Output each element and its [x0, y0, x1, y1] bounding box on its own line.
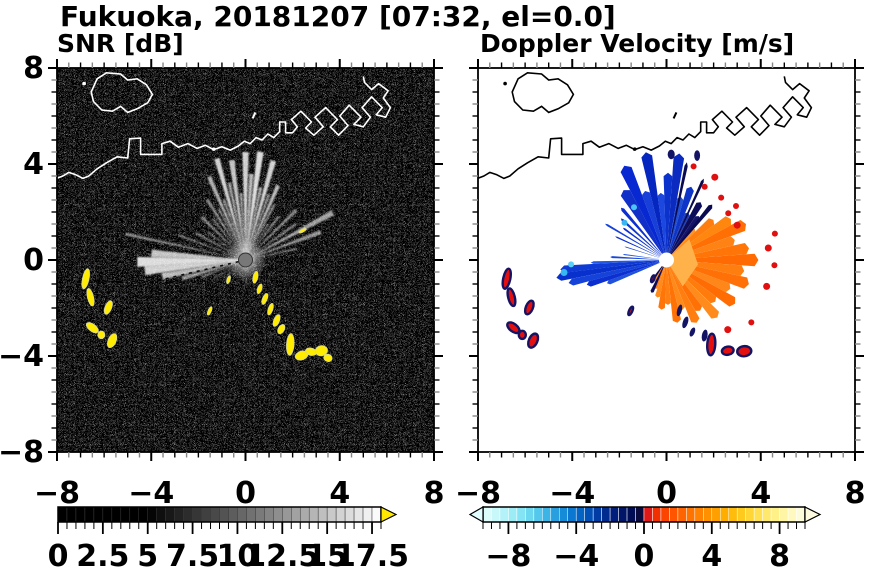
x-tick-label: 4 — [329, 476, 350, 511]
colorbar-tick-label: 2.5 — [76, 539, 129, 570]
colorbar-tick-label: 8 — [769, 539, 790, 570]
colorbar-tick-label: −8 — [485, 539, 531, 570]
axes-panel-0: −8 −4 0 4 8 8 4 0 −4 −8 — [0, 51, 444, 511]
snr-panel — [57, 68, 434, 452]
y-tick-label: −8 — [0, 435, 44, 470]
x-tick-label: 0 — [235, 476, 256, 511]
doppler-panel — [478, 68, 855, 452]
colorbar-tick-label: 10 — [217, 539, 259, 570]
colorbar-tick-label: 17.5 — [335, 539, 409, 570]
y-tick-label: 4 — [23, 147, 44, 182]
colorbar-tick-label: 0 — [48, 539, 69, 570]
y-tick-label: 8 — [23, 51, 44, 86]
y-tick-label: −4 — [0, 339, 44, 374]
x-tick-label: 8 — [424, 476, 445, 511]
colorbar-tick-label: 12.5 — [245, 539, 319, 570]
x-tick-label: −8 — [34, 476, 80, 511]
velocity-colorbar: −8 −4 0 4 8 — [468, 505, 822, 570]
y-tick-label: 0 — [23, 243, 44, 278]
x-tick-label: −4 — [128, 476, 174, 511]
colorbar-tick-label: −4 — [553, 539, 599, 570]
x-tick-label: −8 — [455, 476, 501, 511]
doppler-panel-title: Doppler Velocity [m/s] — [480, 29, 795, 58]
x-tick-label: 0 — [656, 476, 677, 511]
figure-title: Fukuoka, 20181207 [07:32, el=0.0] — [60, 0, 616, 33]
colorbar-tick-label: 7.5 — [166, 539, 219, 570]
axes-panel-1: −8 −4 0 4 8 — [455, 59, 865, 511]
colorbar-tick-label: 5 — [137, 539, 158, 570]
colorbar-tick-label: 15 — [306, 539, 348, 570]
colorbar-tick-label: 4 — [701, 539, 722, 570]
colorbar-tick-label: 0 — [634, 539, 655, 570]
x-tick-label: −4 — [549, 476, 595, 511]
snr-panel-title: SNR [dB] — [57, 29, 184, 58]
x-tick-label: 8 — [845, 476, 866, 511]
x-tick-label: 4 — [750, 476, 771, 511]
